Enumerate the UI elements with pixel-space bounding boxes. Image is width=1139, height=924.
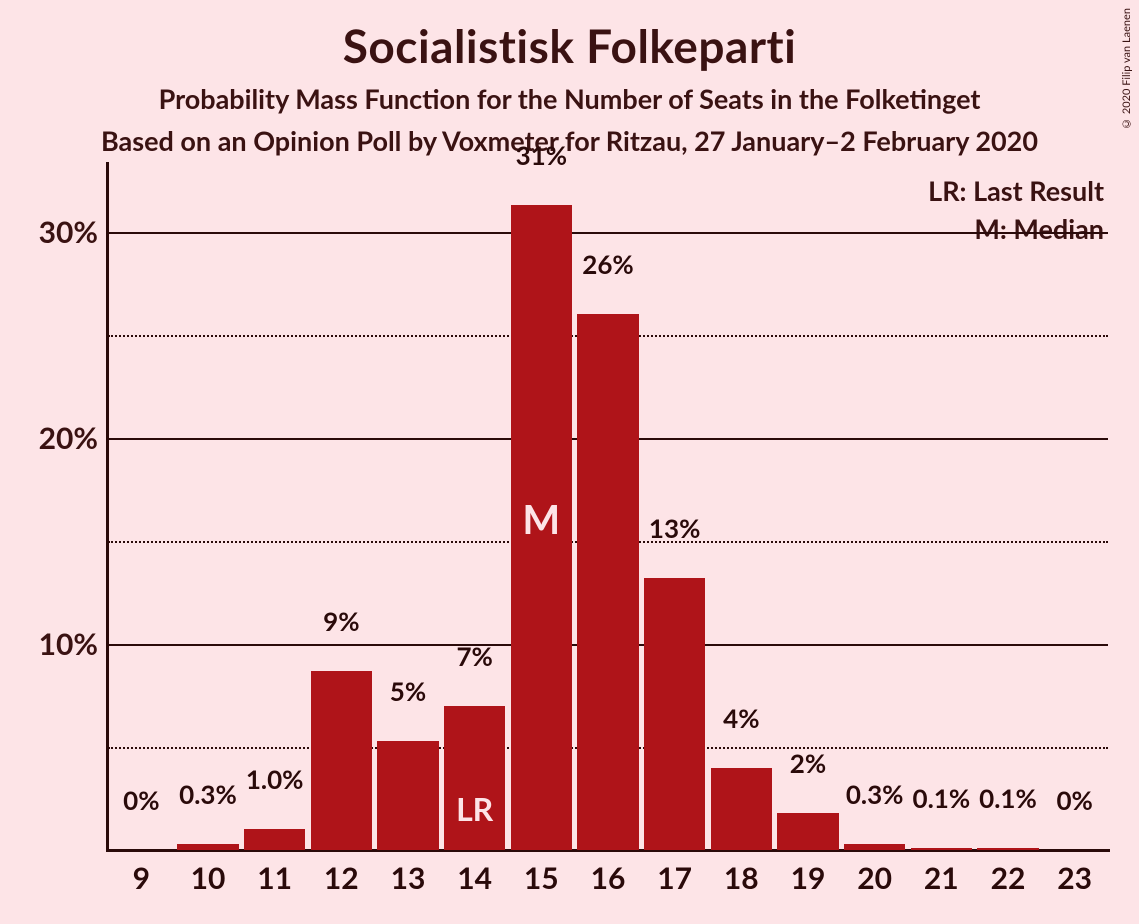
bar-value-label: 2% xyxy=(777,747,838,779)
bar-slot: 31%M xyxy=(511,180,572,850)
pmf-bar-chart: LR: Last Result M: Median 10%20%30%0%90.… xyxy=(108,180,1108,850)
bar-slot: 7% LR xyxy=(444,180,505,850)
bar xyxy=(777,813,838,850)
bar-value-label: 9% xyxy=(311,605,372,637)
x-tick-label: 17 xyxy=(644,860,705,896)
bar-value-label: 31% xyxy=(511,139,572,171)
x-tick-label: 18 xyxy=(711,860,772,896)
x-tick-label: 23 xyxy=(1044,860,1105,896)
bar xyxy=(377,741,438,850)
bar xyxy=(577,314,638,850)
x-tick-label: 14 xyxy=(444,860,505,896)
bar-slot: 0.3% xyxy=(844,180,905,850)
bar xyxy=(977,848,1038,850)
bar-slot: 13% xyxy=(644,180,705,850)
bar-value-label: 0.1% xyxy=(977,782,1038,814)
bar xyxy=(644,578,705,850)
bar-value-label: 4% xyxy=(711,702,772,734)
bar-value-label: 1.0% xyxy=(244,763,305,795)
bar-slot: 9% xyxy=(311,180,372,850)
bar-slot: 4% xyxy=(711,180,772,850)
bar-value-label: 26% xyxy=(577,248,638,280)
bar-slot: 0% xyxy=(111,180,172,850)
chart-subtitle-1: Probability Mass Function for the Number… xyxy=(0,82,1139,115)
bar xyxy=(311,671,372,850)
bar-value-label: 7% xyxy=(444,640,505,672)
x-tick-label: 19 xyxy=(777,860,838,896)
x-tick-label: 11 xyxy=(244,860,305,896)
bar-value-label: 0.3% xyxy=(177,778,238,810)
bar-slot: 0% xyxy=(1044,180,1105,850)
bar xyxy=(911,848,972,850)
bar-slot: 0.1% xyxy=(911,180,972,850)
y-tick-label: 10% xyxy=(8,626,98,662)
bar xyxy=(444,706,505,850)
x-tick-label: 9 xyxy=(111,860,172,896)
bar-slot: 1.0% xyxy=(244,180,305,850)
x-tick-label: 12 xyxy=(311,860,372,896)
median-marker: M xyxy=(511,495,572,543)
x-tick-label: 15 xyxy=(511,860,572,896)
bar xyxy=(244,829,305,850)
bar xyxy=(844,844,905,850)
bar-value-label: 0% xyxy=(111,784,172,816)
bar-slot: 2% xyxy=(777,180,838,850)
copyright-notice: © 2020 Filip van Laenen xyxy=(1120,8,1133,130)
x-tick-label: 13 xyxy=(377,860,438,896)
x-tick-label: 16 xyxy=(577,860,638,896)
bar-value-label: 0.3% xyxy=(844,778,905,810)
bar xyxy=(177,844,238,850)
chart-title: Socialistisk Folkeparti xyxy=(0,18,1139,73)
bar-slot: 26% xyxy=(577,180,638,850)
last-result-marker: LR xyxy=(444,789,505,828)
y-tick-label: 30% xyxy=(8,214,98,250)
bar-slot: 5% xyxy=(377,180,438,850)
bar-slot: 0.3% xyxy=(177,180,238,850)
bar-value-label: 5% xyxy=(377,675,438,707)
x-tick-label: 20 xyxy=(844,860,905,896)
bar-value-label: 0% xyxy=(1044,784,1105,816)
x-tick-label: 10 xyxy=(177,860,238,896)
bar xyxy=(711,768,772,850)
bar-value-label: 0.1% xyxy=(911,782,972,814)
bar-value-label: 13% xyxy=(644,512,705,544)
bar-slot: 0.1% xyxy=(977,180,1038,850)
x-tick-label: 22 xyxy=(977,860,1038,896)
x-tick-label: 21 xyxy=(911,860,972,896)
y-tick-label: 20% xyxy=(8,420,98,456)
